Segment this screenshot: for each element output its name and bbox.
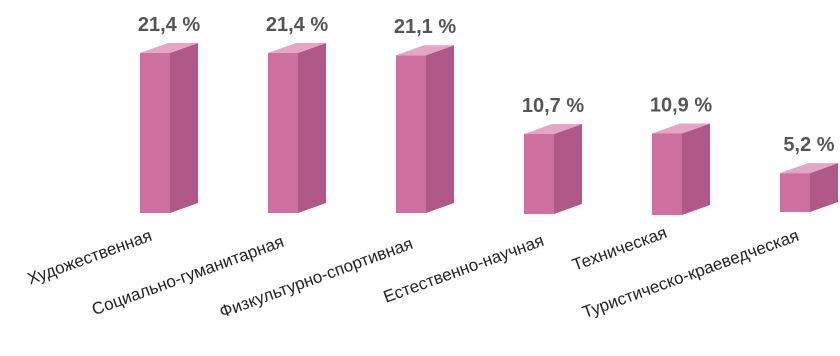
- bar-side-face: [682, 123, 710, 215]
- bar-front-face: [140, 53, 170, 213]
- data-label: 10,7 %: [522, 95, 584, 117]
- bar-top-face: [140, 43, 198, 53]
- bar: [396, 45, 454, 213]
- bar: [268, 43, 326, 213]
- bar-side-face: [554, 124, 582, 214]
- bar-front-face: [396, 55, 426, 213]
- category-label: Художественная: [25, 226, 155, 289]
- bar-front-face: [780, 173, 810, 212]
- bar-top-face: [780, 163, 838, 174]
- bar-front-face: [268, 53, 298, 213]
- bar-front-face: [524, 134, 554, 214]
- category-labels-group: ХудожественнаяСоциально-гуманитарнаяФизк…: [25, 223, 802, 322]
- bar: [140, 43, 198, 213]
- bar-side-face: [298, 43, 326, 213]
- data-label: 21,4 %: [138, 14, 200, 36]
- data-label: 21,1 %: [394, 16, 456, 38]
- bars-group: [140, 43, 838, 215]
- data-label: 5,2 %: [783, 134, 834, 156]
- bar-side-face: [170, 43, 198, 213]
- bar-top-face: [268, 43, 326, 53]
- value-labels-group: 21,4 % 21,4 % 21,1 % 10,7 % 10,9 % 5,2 %: [138, 14, 835, 156]
- bar-side-face: [810, 163, 838, 212]
- category-label: Техническая: [570, 223, 670, 275]
- bar: [652, 123, 710, 215]
- bar: [780, 163, 838, 212]
- bar: [524, 124, 582, 214]
- data-label: 10,9 %: [650, 95, 712, 117]
- bar-front-face: [652, 133, 682, 215]
- bar-top-face: [396, 45, 454, 56]
- bar-top-face: [524, 124, 582, 134]
- bar-top-face: [652, 123, 710, 134]
- bar-side-face: [426, 45, 454, 213]
- data-label: 21,4 %: [266, 14, 328, 36]
